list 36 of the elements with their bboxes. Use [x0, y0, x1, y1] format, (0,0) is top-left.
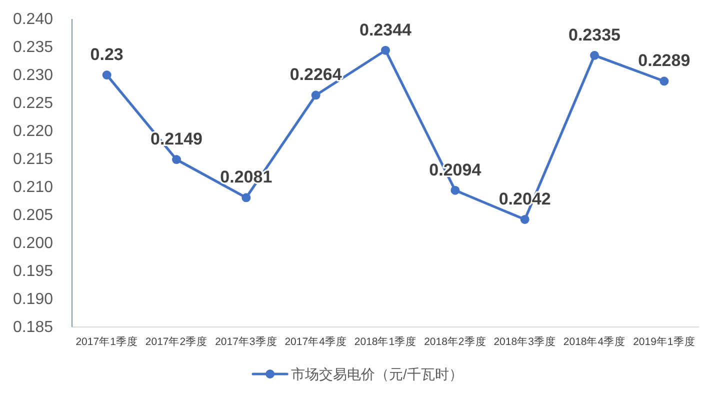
- y-tick-label: 0.185: [12, 318, 54, 336]
- data-label: 0.2289: [638, 50, 690, 70]
- y-tick-label: 0.225: [12, 94, 54, 112]
- point: [520, 214, 530, 224]
- x-tick-label: 2018年2季度: [424, 335, 486, 348]
- x-tick-label: 2017年1季度: [76, 335, 138, 348]
- point: [381, 46, 390, 55]
- data-label: 0.2335: [568, 24, 620, 44]
- y-tick-label: 0.190: [12, 290, 54, 308]
- y-tick-label: 0.205: [12, 206, 54, 224]
- point: [172, 155, 181, 164]
- x-tick-label: 2018年4季度: [563, 335, 626, 348]
- data-label: 0.2344: [360, 20, 412, 39]
- x-tick-label: 2017年4季度: [284, 335, 347, 348]
- y-tick-label: 0.195: [12, 262, 54, 280]
- x-tick-label: 2017年2季度: [145, 335, 208, 348]
- data-label: 0.23: [90, 44, 124, 64]
- y-tick-label: 0.210: [12, 178, 54, 196]
- point: [311, 90, 320, 100]
- x-tick-label: 2018年3季度: [494, 335, 556, 348]
- y-tick-label: 0.200: [12, 234, 54, 252]
- point: [590, 50, 599, 60]
- data-label: 0.2264: [290, 64, 342, 84]
- y-tick-label: 0.230: [12, 66, 54, 84]
- point: [660, 76, 669, 86]
- point: [102, 70, 112, 80]
- x-tick-label: 2017年3季度: [215, 335, 278, 348]
- y-tick-label: 0.240: [12, 10, 54, 28]
- point: [450, 186, 460, 195]
- x-tick-label: 2019年1季度: [633, 335, 696, 348]
- legend-label: 市场交易电价（元/千瓦时）: [291, 366, 463, 382]
- y-tick-label: 0.235: [12, 38, 54, 56]
- y-tick-label: 0.215: [12, 150, 54, 168]
- y-tick-label: 0.220: [12, 122, 54, 140]
- point: [242, 193, 251, 202]
- x-tick-label: 2018年1季度: [354, 335, 417, 348]
